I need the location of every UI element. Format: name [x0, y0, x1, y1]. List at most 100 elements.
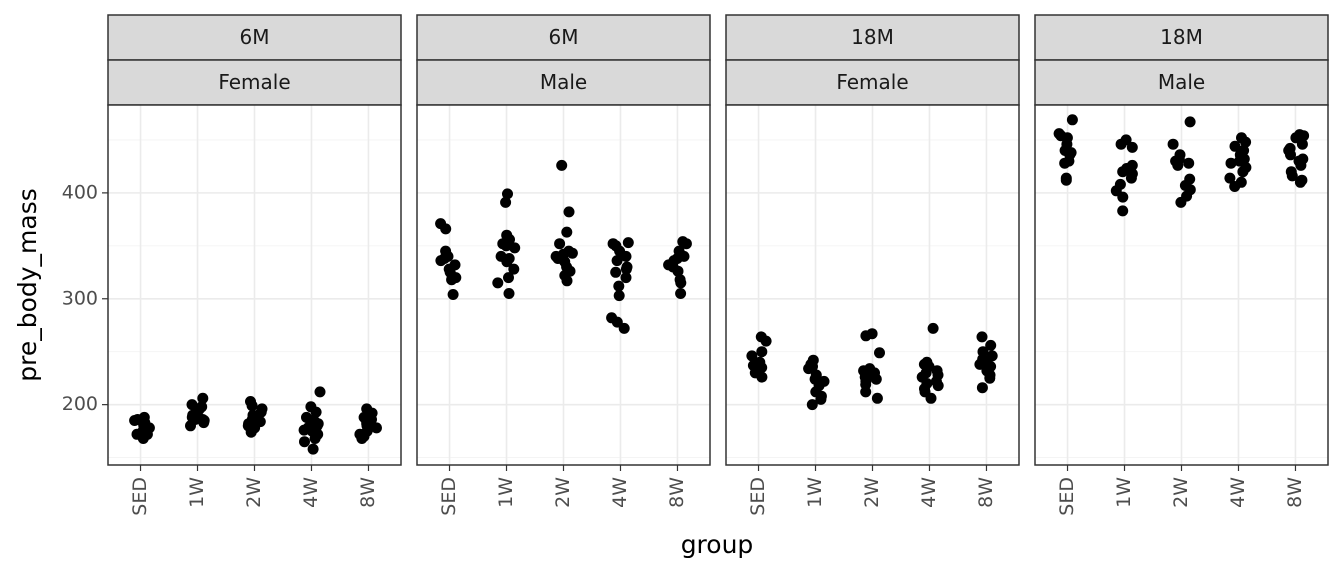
facet-strip-age-label: 6M: [240, 25, 270, 49]
y-tick-label: 300: [62, 287, 98, 309]
facet-strip-age: [107, 14, 402, 61]
facet-strip-age-label: 6M: [549, 25, 579, 49]
data-point: [500, 240, 512, 252]
data-point: [1126, 168, 1138, 180]
data-point: [132, 414, 144, 425]
data-point: [613, 280, 625, 292]
data-point: [189, 414, 201, 425]
data-point: [561, 275, 573, 287]
facet-strip-sex-label: Male: [540, 70, 587, 94]
data-point: [760, 335, 772, 347]
data-point: [1117, 205, 1129, 217]
facet-strip-sex: [725, 59, 1020, 106]
data-point: [1225, 157, 1237, 169]
x-tick-label: 2W: [861, 477, 883, 508]
data-point: [566, 247, 578, 259]
data-point: [366, 414, 377, 425]
data-point: [1172, 159, 1184, 171]
data-point: [985, 339, 997, 351]
x-tick-label: 1W: [1113, 477, 1135, 508]
data-point: [750, 358, 762, 370]
data-point: [620, 250, 632, 262]
x-tick-label: 4W: [609, 477, 631, 508]
data-point: [874, 347, 885, 359]
data-point: [198, 417, 210, 429]
data-point: [298, 424, 310, 436]
data-point: [1115, 138, 1127, 150]
x-tick-label: 8W: [1284, 477, 1306, 508]
x-tick-label: 2W: [243, 477, 265, 508]
data-point: [1296, 138, 1308, 150]
y-axis: 200 300 400: [62, 181, 108, 415]
data-point: [620, 272, 632, 284]
data-point: [809, 373, 821, 385]
data-point: [356, 433, 368, 444]
data-point: [618, 322, 630, 334]
data-point: [613, 290, 625, 302]
data-point: [746, 350, 758, 362]
data-point: [1285, 149, 1296, 161]
facet-strip-age: [416, 14, 711, 61]
data-point: [196, 401, 208, 413]
x-tick-label: 1W: [804, 477, 826, 508]
data-point: [925, 392, 937, 404]
data-point: [447, 289, 459, 300]
data-point: [1066, 114, 1078, 126]
data-point: [976, 331, 988, 343]
data-point: [508, 263, 520, 275]
facet-panel-2: 6M Male: [416, 14, 711, 466]
data-point: [675, 288, 687, 299]
data-point: [871, 392, 883, 404]
facet-strip-sex: [107, 59, 402, 106]
data-point: [675, 277, 687, 289]
data-point: [503, 288, 515, 299]
y-tick-label: 400: [62, 181, 98, 203]
data-point: [503, 253, 515, 264]
data-point: [806, 399, 818, 411]
facet-strip-sex-label: Male: [1158, 70, 1205, 94]
x-tick-label: 1W: [495, 477, 517, 508]
data-point: [1059, 157, 1071, 169]
data-point: [803, 363, 815, 375]
data-point: [932, 380, 944, 392]
data-point: [550, 250, 562, 262]
x-tick-label: 4W: [1227, 477, 1249, 508]
data-point: [671, 253, 683, 264]
data-point: [492, 277, 504, 289]
facet-strip-age-label: 18M: [851, 25, 894, 49]
data-point: [310, 406, 322, 418]
data-point: [246, 414, 258, 425]
data-point: [435, 255, 447, 267]
data-point: [446, 274, 458, 286]
x-axis-title: group: [681, 530, 754, 559]
data-point: [249, 422, 261, 434]
facet-panel-4: 18M Male: [1034, 14, 1329, 466]
x-tick-label: 2W: [1170, 477, 1192, 508]
data-point: [927, 322, 939, 334]
data-point: [1293, 155, 1305, 167]
data-point: [860, 330, 872, 342]
data-point: [1229, 140, 1241, 152]
data-point: [502, 188, 513, 200]
data-point: [1184, 116, 1196, 128]
facet-strip-sex: [416, 59, 711, 106]
data-point: [756, 371, 768, 383]
x-tick-label: 4W: [300, 477, 322, 508]
x-tick-label: 4W: [918, 477, 940, 508]
data-point: [500, 196, 512, 208]
data-point: [197, 392, 209, 404]
y-axis-title: pre_body_mass: [13, 188, 42, 382]
data-point: [1183, 157, 1195, 169]
data-point: [611, 255, 623, 267]
data-point: [870, 373, 882, 385]
data-point: [509, 242, 521, 254]
data-point: [1175, 196, 1187, 208]
data-point: [1286, 170, 1298, 182]
panels-layer: 6M Female 6M Male 18M Female 18M Male: [107, 14, 1329, 466]
data-point: [563, 206, 575, 218]
data-point: [976, 382, 988, 394]
data-point: [309, 416, 321, 428]
data-point: [1167, 138, 1179, 150]
facet-strip-age: [1034, 14, 1329, 61]
